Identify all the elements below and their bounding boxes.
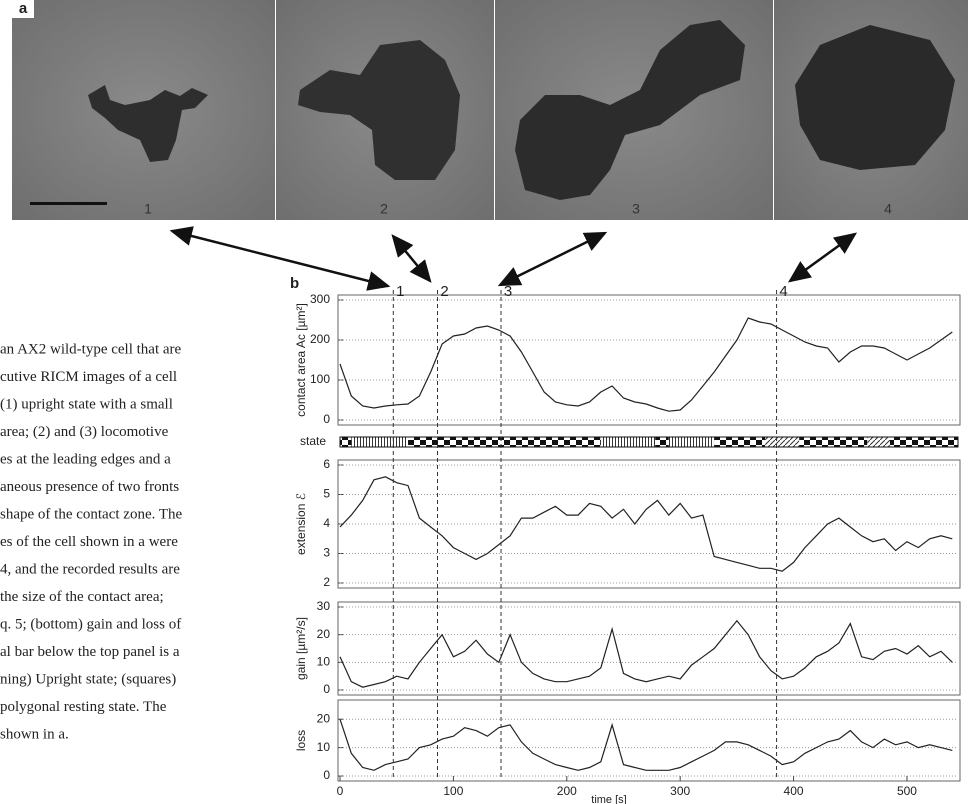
caption-line: q. 5; (bottom) gain and loss of bbox=[0, 616, 181, 632]
arrow bbox=[169, 226, 391, 291]
y-axis-label: state bbox=[300, 434, 326, 448]
caption-line: shape of the contact zone. The bbox=[0, 506, 182, 522]
arrow bbox=[787, 232, 858, 283]
state-segment bbox=[408, 437, 601, 447]
panel-frame bbox=[337, 699, 961, 782]
y-tick-label: 300 bbox=[310, 292, 330, 306]
y-tick-label: 4 bbox=[323, 516, 330, 530]
caption-line: polygonal resting state. The bbox=[0, 699, 167, 715]
y-axis-label: extension ℰ bbox=[294, 493, 308, 555]
caption-line: shown in a. bbox=[0, 726, 69, 742]
caption-line: an AX2 wild-type cell that are bbox=[0, 341, 182, 357]
caption-line: the size of the contact area; bbox=[0, 589, 164, 605]
event-label: 1 bbox=[396, 283, 404, 300]
state-segment bbox=[889, 437, 958, 447]
data-line bbox=[339, 719, 953, 771]
data-line bbox=[339, 476, 953, 572]
cell bbox=[795, 25, 955, 170]
state-segment bbox=[668, 437, 715, 447]
image-label: 4 bbox=[884, 201, 892, 217]
state-segment bbox=[655, 437, 669, 447]
event-label: 3 bbox=[504, 283, 512, 300]
panel-frame bbox=[337, 294, 961, 426]
state-segment bbox=[600, 437, 656, 447]
cell bbox=[515, 20, 745, 200]
state-segment bbox=[340, 437, 352, 447]
panel-frame bbox=[337, 601, 961, 696]
data-line bbox=[339, 619, 953, 688]
x-tick-label: 200 bbox=[557, 784, 577, 798]
caption-line: es at the leading edges and a bbox=[0, 451, 171, 467]
state-segment bbox=[867, 437, 890, 447]
state-segment bbox=[765, 437, 800, 447]
y-tick-label: 5 bbox=[323, 487, 330, 501]
caption: an AX2 wild-type cell that are cutive RIC… bbox=[0, 341, 182, 742]
state-segment bbox=[799, 437, 868, 447]
state-frame bbox=[339, 436, 959, 448]
caption-line: aneous presence of two fronts bbox=[0, 479, 179, 495]
y-tick-label: 3 bbox=[323, 546, 330, 560]
x-tick-label: 500 bbox=[897, 784, 917, 798]
y-tick-label: 30 bbox=[317, 599, 331, 613]
y-tick-label: 0 bbox=[323, 682, 330, 696]
image-label: 1 bbox=[144, 201, 152, 217]
y-tick-label: 200 bbox=[310, 332, 330, 346]
y-tick-label: 10 bbox=[317, 740, 331, 754]
x-axis-label: time [s] bbox=[591, 794, 626, 804]
caption-line: es of the cell shown in a were bbox=[0, 534, 178, 550]
caption-line: (1) upright state with a small bbox=[0, 396, 173, 412]
caption-line: 4, and the recorded results are bbox=[0, 561, 180, 577]
caption-line: al bar below the top panel is a bbox=[0, 644, 180, 660]
x-tick-label: 0 bbox=[337, 784, 344, 798]
micrographs: a 1 2 3 4 bbox=[12, 0, 968, 220]
caption-line: cutive RICM images of a cell bbox=[0, 369, 177, 385]
cell bbox=[88, 85, 208, 162]
x-tick-label: 400 bbox=[784, 784, 804, 798]
image-label: 3 bbox=[632, 201, 640, 217]
y-tick-label: 20 bbox=[317, 627, 331, 641]
y-tick-label: 0 bbox=[323, 412, 330, 426]
y-tick-label: 0 bbox=[323, 768, 330, 782]
y-tick-label: 100 bbox=[310, 372, 330, 386]
y-axis-label: gain [µm²/s] bbox=[294, 617, 308, 680]
panel-letter: a bbox=[19, 0, 28, 17]
data-line bbox=[339, 317, 953, 412]
arrows bbox=[169, 226, 858, 291]
y-tick-label: 6 bbox=[323, 457, 330, 471]
y-tick-label: 2 bbox=[323, 575, 330, 589]
x-tick-label: 300 bbox=[670, 784, 690, 798]
event-label: 4 bbox=[779, 283, 787, 300]
arrow bbox=[391, 234, 432, 283]
x-tick-label: 100 bbox=[443, 784, 463, 798]
scale-bar bbox=[30, 202, 107, 205]
caption-line: area; (2) and (3) locomotive bbox=[0, 424, 169, 440]
y-tick-label: 10 bbox=[317, 655, 331, 669]
caption-line: ning) Upright state; (squares) bbox=[0, 671, 176, 687]
panel-letter-box bbox=[12, 0, 34, 18]
state-segment bbox=[351, 437, 409, 447]
y-tick-label: 20 bbox=[317, 711, 331, 725]
y-axis-label: contact area Ac [µm²] bbox=[294, 303, 308, 417]
state-segment bbox=[714, 437, 766, 447]
arrow bbox=[497, 231, 608, 287]
y-axis-label: loss bbox=[294, 730, 308, 751]
event-label: 2 bbox=[440, 283, 448, 300]
cell bbox=[298, 40, 460, 180]
panel-letter: b bbox=[290, 275, 299, 292]
image-label: 2 bbox=[380, 201, 388, 217]
